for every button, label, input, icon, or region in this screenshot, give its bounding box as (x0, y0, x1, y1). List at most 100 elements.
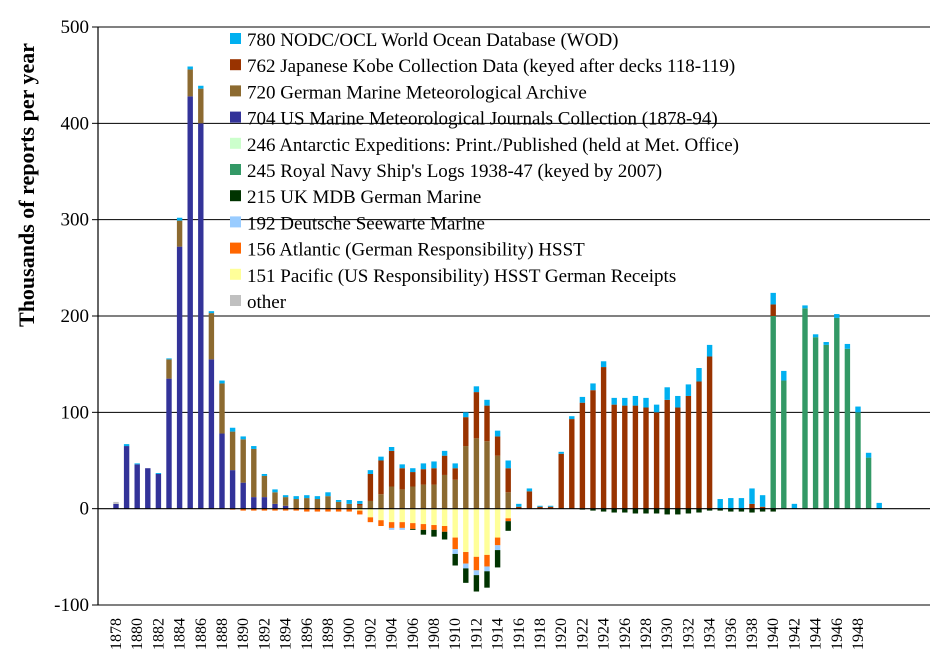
legend-entry-s151: 151 Pacific (US Responsibility) HSST Ger… (247, 266, 676, 287)
x-tick-label: 1886 (193, 618, 210, 650)
bar-segment-s780-1886 (198, 85, 204, 89)
bar-segment-s762-1913 (484, 405, 490, 442)
bar-segment-s156-1912 (473, 556, 480, 571)
bar-segment-s156-1904 (388, 522, 395, 528)
bar-segment-s762-1928 (643, 407, 649, 509)
bar-segment-s215-1935 (717, 508, 723, 511)
bar-segment-s780-1892 (261, 473, 268, 476)
bar-segment-s780-1887 (208, 311, 215, 314)
bar-segment-s215-1940 (770, 508, 776, 512)
bar-segment-s780-1938 (749, 488, 755, 504)
x-tick-label: 1880 (129, 618, 146, 650)
bar-segment-s156-1900 (346, 508, 352, 512)
bar-segment-s704-1894 (282, 505, 289, 509)
bar-segment-s156-1914 (494, 537, 501, 546)
bar-segment-s156-1898 (325, 508, 331, 512)
bar-segment-s151-1902 (367, 508, 374, 518)
y-tick-label: 300 (61, 210, 90, 231)
bar-segment-s762-1939 (759, 506, 766, 509)
bar-segment-s156-1915 (505, 518, 511, 522)
bar-segment-s156-1897 (314, 508, 321, 512)
bar-segment-s780-1929 (653, 404, 660, 413)
bar-segment-s720-1886 (198, 88, 204, 124)
bar-segment-s704-1880 (134, 464, 140, 509)
bar-segment-s215-1925 (611, 508, 617, 513)
bar-segment-s720-1902 (367, 500, 374, 509)
bar-segment-s720-1908 (431, 484, 437, 509)
bar-segment-s156-1899 (335, 508, 342, 512)
bar-segment-s720-1901 (357, 505, 363, 509)
legend-entry-s780: 780 NODC/OCL World Ocean Database (WOD) (247, 30, 619, 51)
bar-segment-s704-1881 (145, 468, 151, 509)
bar-segment-s780-1920 (558, 451, 564, 454)
bar-segment-s245-1948 (855, 412, 861, 509)
bar-segment-s780-1882 (155, 473, 162, 474)
bar-segment-s720-1907 (420, 484, 427, 509)
bar-segment-s720-1887 (208, 313, 215, 360)
bar-segment-s720-1896 (304, 498, 310, 509)
x-tick-labels: 1878 1880 1882 1884 1886 1888 1890 1892 1894 1896… (108, 618, 867, 650)
y-tick-label: 0 (80, 499, 90, 520)
bar-segment-s780-1898 (325, 492, 331, 497)
bar-segment-s720-1889 (229, 431, 236, 471)
bar-segment-s192-1910 (452, 549, 458, 554)
bar-segment-s215-1928 (643, 508, 649, 514)
bar-segment-s156-1906 (410, 523, 416, 529)
y-tick-label: 500 (61, 17, 90, 38)
bar-segment-s720-1888 (219, 383, 225, 434)
x-tick-label: 1922 (574, 618, 591, 650)
x-tick-label: 1882 (150, 618, 167, 650)
bar-segment-s762-1920 (558, 453, 564, 509)
bar-segment-s704-1893 (272, 503, 278, 509)
bar-segment-s215-1934 (706, 508, 713, 511)
bar-segment-s780-1947 (844, 343, 851, 349)
bar-segment-s215-1915 (505, 521, 511, 531)
legend-entry-s720: 720 German Marine Meteorological Archive (247, 82, 587, 103)
bar-segment-s780-1909 (441, 450, 448, 456)
x-tick-label: 1878 (108, 618, 125, 650)
bar-segment-s720-1904 (388, 486, 395, 509)
bar-segment-s762-1912 (473, 392, 480, 439)
legend-swatch-s151 (230, 268, 241, 280)
bar-segment-s780-1936 (728, 498, 734, 509)
bar-segment-s720-1915 (505, 492, 511, 509)
bar-segment-s151-1905 (399, 508, 405, 523)
y-tick-label: 100 (61, 402, 90, 423)
bar-segment-s215-1931 (675, 508, 681, 515)
x-tick-label: 1898 (320, 618, 337, 650)
bar-segment-s780-1921 (569, 416, 575, 420)
bar-segment-s780-1891 (251, 446, 257, 449)
bar-segment-s780-1935 (717, 499, 723, 509)
bar-segment-s156-1892 (261, 508, 268, 511)
bar-segment-s780-1905 (399, 464, 405, 469)
x-tick-label: 1910 (447, 618, 464, 650)
legend-swatch-s245 (230, 164, 241, 175)
bar-segment-s780-1945 (823, 342, 829, 345)
bar-segment-s780-1900 (346, 500, 352, 504)
bar-segment-s780-1932 (685, 384, 692, 396)
bar-segment-s720-1892 (261, 475, 268, 498)
bar-segment-s780-1880 (134, 463, 140, 465)
x-tick-label: 1920 (553, 618, 570, 650)
bar-segment-s704-1892 (261, 497, 268, 509)
bar-segment-s151-1914 (494, 508, 501, 538)
bar-segment-s780-1901 (357, 500, 363, 504)
bar-segment-s192-1912 (473, 570, 480, 576)
bar-segment-s780-1931 (675, 395, 681, 408)
bar-segment-s192-1911 (463, 563, 469, 569)
bar-segment-s215-1924 (600, 508, 607, 512)
x-tick-label: 1918 (532, 618, 549, 650)
bar-segment-s704-1887 (208, 359, 215, 509)
bar-segment-s704-1889 (229, 470, 236, 509)
bar-series (113, 66, 882, 592)
bar-segment-s780-1893 (272, 489, 278, 493)
x-tick-label: 1938 (744, 618, 761, 650)
bar-segment-s780-1927 (632, 395, 639, 406)
bar-segment-s780-1949 (865, 452, 872, 458)
bar-segment-s762-1911 (463, 417, 469, 447)
bar-segment-s780-1946 (834, 314, 840, 318)
bar-segment-s215-1908 (431, 529, 437, 537)
x-tick-label: 1924 (596, 618, 613, 650)
bar-segment-s215-1930 (664, 508, 670, 515)
bar-segment-s245-1949 (865, 457, 872, 509)
